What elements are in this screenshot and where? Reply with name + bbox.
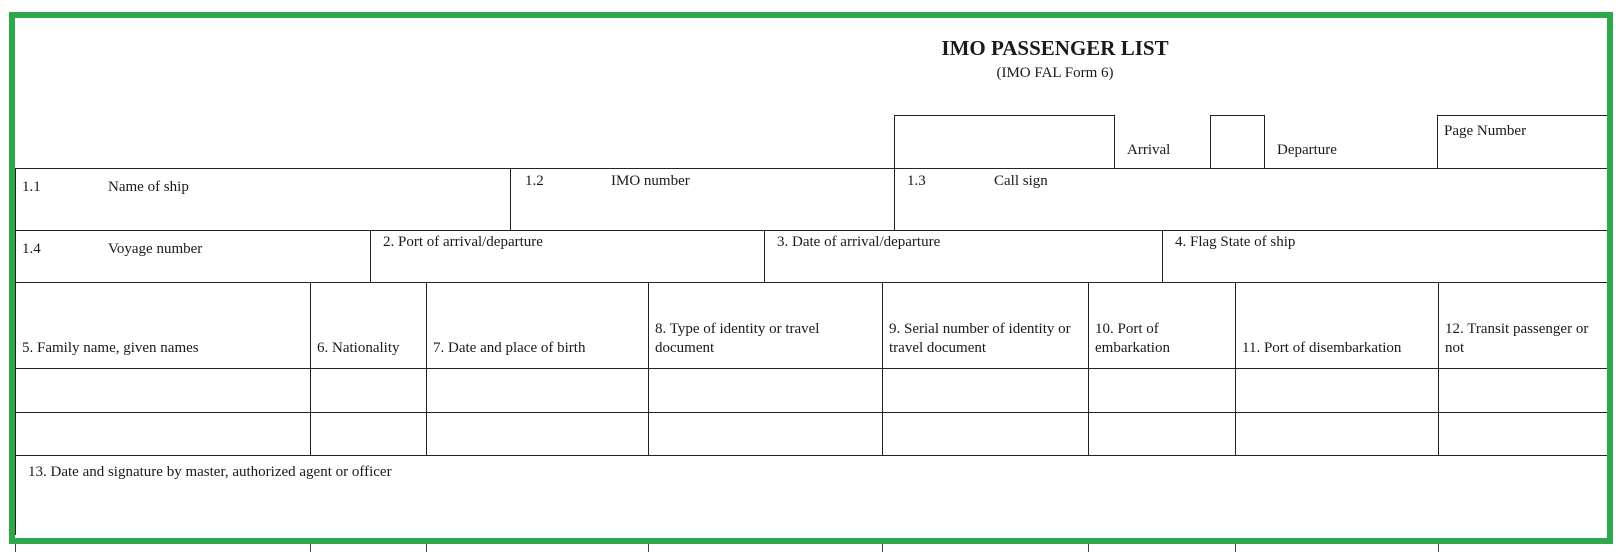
- column-tick: [426, 544, 427, 552]
- column-tick: [1088, 544, 1089, 552]
- field-number: 1.1: [22, 179, 41, 195]
- date-label: 3. Date of arrival/departure: [777, 234, 941, 250]
- field-number: 1.4: [22, 241, 41, 257]
- signature-label: 13. Date and signature by master, author…: [28, 464, 392, 480]
- form-subtitle: (IMO FAL Form 6): [996, 65, 1114, 81]
- column-header-label: 8. Type of identity or travel document: [655, 321, 820, 356]
- call-sign-label: Call sign: [994, 173, 1048, 189]
- flag-state-label: 4. Flag State of ship: [1175, 234, 1296, 250]
- field-number: 1.2: [525, 173, 544, 189]
- green-frame: [9, 12, 1613, 544]
- column-header: 9. Serial number of identity or travel d…: [882, 282, 1089, 369]
- field-number: 1.3: [907, 173, 926, 189]
- column-tick: [1438, 544, 1439, 552]
- arrival-label: Arrival: [1127, 142, 1171, 158]
- form-title: IMO PASSENGER LIST: [941, 36, 1169, 60]
- voyage-number-label: Voyage number: [108, 241, 203, 257]
- imo-number-label: IMO number: [611, 173, 690, 189]
- column-tick: [882, 544, 883, 552]
- name-of-ship-label: Name of ship: [108, 179, 189, 195]
- column-header: 8. Type of identity or travel document: [648, 282, 883, 369]
- column-tick: [648, 544, 649, 552]
- column-tick: [1235, 544, 1236, 552]
- column-header-label: 9. Serial number of identity or travel d…: [889, 321, 1071, 356]
- column-header-label: 12. Transit passenger or not: [1445, 321, 1589, 356]
- column-tick: [310, 544, 311, 552]
- column-header-label: 6. Nationality: [317, 340, 400, 356]
- departure-label: Departure: [1277, 142, 1337, 158]
- column-header-label: 11. Port of disembarkation: [1242, 340, 1402, 356]
- column-header-label: 10. Port of embarkation: [1095, 321, 1170, 356]
- column-tick: [15, 544, 16, 552]
- column-header-label: 7. Date and place of birth: [433, 340, 586, 356]
- column-header-label: 5. Family name, given names: [22, 340, 199, 356]
- page-number-label: Page Number: [1444, 123, 1527, 139]
- port-label: 2. Port of arrival/departure: [383, 234, 543, 250]
